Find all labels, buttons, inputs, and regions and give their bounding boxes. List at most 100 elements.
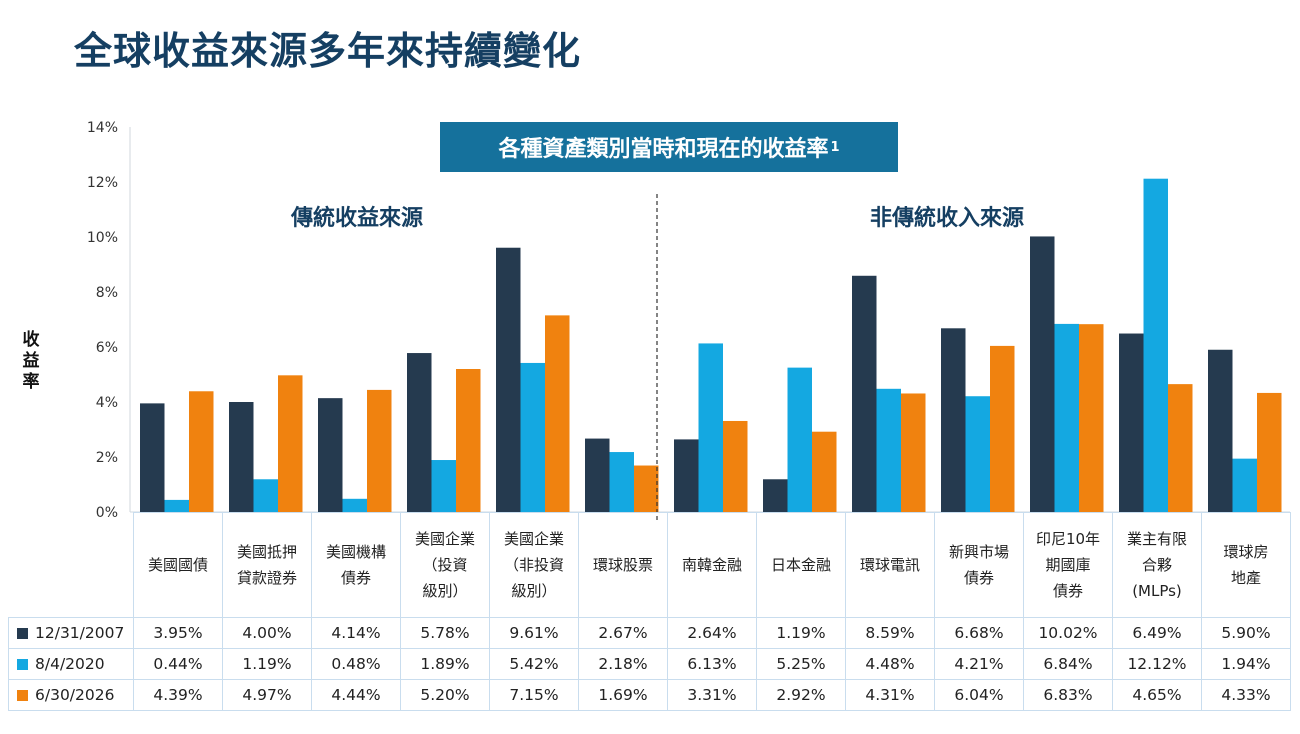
data-label: 2.18% bbox=[578, 648, 668, 680]
bar bbox=[674, 439, 699, 512]
legend-label: 12/31/2007 bbox=[35, 624, 125, 642]
bar bbox=[545, 315, 570, 512]
x-tick-label-line: 債券 bbox=[963, 569, 994, 587]
x-tick-label-line: (MLPs) bbox=[1132, 582, 1182, 600]
legend-swatch bbox=[17, 690, 28, 701]
x-tick-label-line: 級別） bbox=[422, 582, 468, 600]
bar bbox=[1208, 349, 1233, 512]
bar bbox=[278, 375, 303, 512]
x-tick-label-line: 貸款證券 bbox=[236, 569, 297, 587]
series-row: 6/30/2026 4.39% 4.97% 4.44% 5.20% 7.15% 1.69% 3… bbox=[8, 679, 1291, 711]
y-tick-label: 0% bbox=[96, 505, 118, 521]
bar bbox=[634, 465, 659, 512]
bar bbox=[520, 362, 545, 512]
data-label: 1.94% bbox=[1201, 648, 1291, 680]
data-label: 4.65% bbox=[1112, 679, 1202, 711]
bar bbox=[1257, 392, 1282, 512]
data-label: 5.20% bbox=[400, 679, 490, 711]
x-tick-label-line: 印尼10年 bbox=[1035, 530, 1101, 548]
chart-subtitle-footnote: 1 bbox=[830, 139, 840, 155]
bar bbox=[763, 479, 788, 512]
x-tick-label: 美國國債 bbox=[133, 512, 223, 618]
y-tick-label: 4% bbox=[96, 395, 118, 411]
data-label: 3.95% bbox=[133, 617, 223, 649]
bar bbox=[1054, 323, 1079, 512]
x-tick-label-line: 債券 bbox=[1052, 582, 1083, 600]
x-tick-label-line: 期國庫 bbox=[1045, 556, 1091, 574]
data-label: 12.12% bbox=[1112, 648, 1202, 680]
legend-swatch bbox=[17, 628, 28, 639]
data-label: 1.19% bbox=[756, 617, 846, 649]
bar bbox=[253, 479, 278, 512]
legend-label: 8/4/2020 bbox=[35, 655, 105, 673]
bar bbox=[431, 460, 456, 512]
legend-label: 6/30/2026 bbox=[35, 686, 115, 704]
x-tick-label-line: 地產 bbox=[1230, 569, 1261, 587]
bar bbox=[723, 420, 748, 512]
x-tick-label-line: 債券 bbox=[340, 569, 371, 587]
data-label: 4.31% bbox=[845, 679, 935, 711]
legend-entry: 12/31/2007 bbox=[8, 617, 134, 649]
x-tick-label-line: 日本金融 bbox=[770, 556, 831, 574]
x-tick-label: 環球電訊 bbox=[845, 512, 935, 618]
y-tick-label: 10% bbox=[87, 230, 118, 246]
x-tick-label-line: 環球房 bbox=[1223, 543, 1269, 561]
y-axis-label-char: 率 bbox=[22, 372, 40, 392]
x-tick-label: 美國企業 （非投資 級別） bbox=[489, 512, 579, 618]
y-axis-label: 收益率 bbox=[16, 330, 46, 393]
data-label: 2.92% bbox=[756, 679, 846, 711]
category-row: 美國國債 美國抵押 貸款證券 美國機構 債券 美國企業 （投資 級別） 美國企業 （非投資 級別）環… bbox=[9, 512, 1291, 618]
x-tick-label-line: 美國企業 bbox=[503, 530, 564, 548]
legend-entry: 8/4/2020 bbox=[8, 648, 134, 680]
chart-subtitle-box: 各種資產類別當時和現在的收益率 1 bbox=[440, 122, 898, 172]
x-tick-label-line: 新興市場 bbox=[948, 543, 1009, 561]
data-label: 4.97% bbox=[222, 679, 312, 711]
data-label: 9.61% bbox=[489, 617, 579, 649]
data-label: 6.13% bbox=[667, 648, 757, 680]
bar bbox=[164, 499, 189, 512]
data-label: 5.25% bbox=[756, 648, 846, 680]
data-label: 4.48% bbox=[845, 648, 935, 680]
y-tick-label: 2% bbox=[96, 450, 118, 466]
x-tick-label-line: （非投資 bbox=[503, 556, 564, 574]
x-tick-label: 日本金融 bbox=[756, 512, 846, 618]
bar bbox=[609, 452, 634, 512]
table-corner bbox=[9, 513, 134, 618]
bar bbox=[1143, 178, 1168, 512]
bar bbox=[901, 393, 926, 512]
bar bbox=[965, 396, 990, 512]
series-row: 12/31/2007 3.95% 4.00% 4.14% 5.78% 9.61% 2.67%… bbox=[8, 617, 1291, 649]
x-tick-label: 新興市場 債券 bbox=[934, 512, 1024, 618]
legend-swatch bbox=[17, 659, 28, 670]
bar bbox=[229, 402, 254, 512]
bar bbox=[140, 403, 165, 512]
bar bbox=[876, 388, 901, 512]
y-tick-label: 12% bbox=[87, 175, 118, 191]
bar bbox=[698, 343, 723, 512]
bar bbox=[318, 398, 343, 512]
x-tick-label-line: 美國企業 bbox=[414, 530, 475, 548]
data-label: 5.78% bbox=[400, 617, 490, 649]
bar bbox=[1079, 324, 1104, 512]
bar bbox=[1030, 236, 1055, 512]
bar bbox=[367, 389, 392, 512]
x-tick-label-line: 業主有限 bbox=[1126, 530, 1187, 548]
bar bbox=[585, 438, 610, 512]
x-tick-label-line: 環球股票 bbox=[592, 556, 653, 574]
group-label-nontraditional: 非傳統收入來源 bbox=[869, 206, 1025, 231]
x-tick-label: 環球股票 bbox=[578, 512, 668, 618]
data-label: 6.68% bbox=[934, 617, 1024, 649]
data-label: 4.33% bbox=[1201, 679, 1291, 711]
data-label: 2.67% bbox=[578, 617, 668, 649]
x-tick-label-line: 南韓金融 bbox=[681, 556, 742, 574]
bar bbox=[990, 345, 1015, 512]
bar bbox=[1119, 333, 1144, 512]
x-tick-label: 美國機構 債券 bbox=[311, 512, 401, 618]
data-label: 10.02% bbox=[1023, 617, 1113, 649]
y-tick-label: 6% bbox=[96, 340, 118, 356]
data-label: 4.14% bbox=[311, 617, 401, 649]
y-axis-label-char: 益 bbox=[22, 351, 40, 371]
bar bbox=[941, 328, 966, 512]
x-tick-label: 印尼10年期國庫債券 bbox=[1023, 512, 1113, 618]
data-label: 5.90% bbox=[1201, 617, 1291, 649]
